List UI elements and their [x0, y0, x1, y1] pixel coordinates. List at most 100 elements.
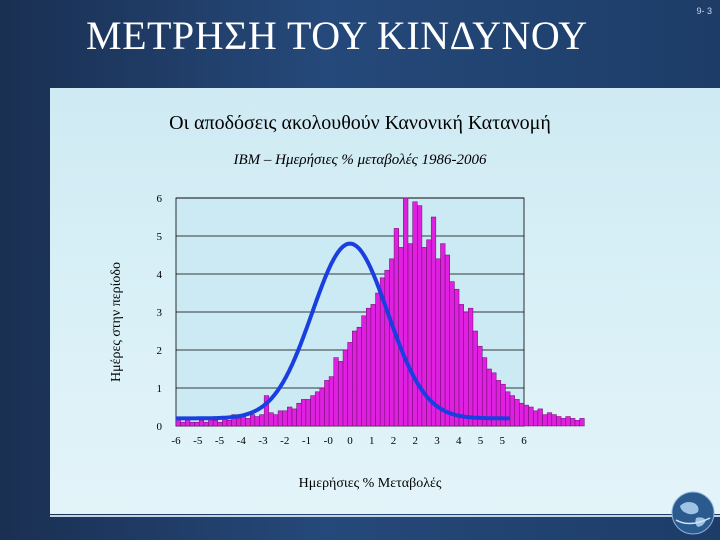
histogram-bar	[468, 307, 474, 427]
histogram-bar	[365, 307, 372, 427]
histogram-bar	[542, 414, 548, 427]
histogram-bar	[546, 412, 553, 427]
slide-title: ΜΕΤΡΗΣΗ ΤΟΥ ΚΙΝΔΥΝΟΥ	[86, 13, 588, 58]
histogram-bar	[240, 416, 246, 427]
x-tick-label: -5	[215, 435, 225, 447]
histogram-bar	[463, 311, 469, 427]
histogram-bar	[574, 420, 580, 427]
x-ticks: -6 -5 -5 -4 -3 -2 -1 -0 0 1 2 2 3 4 5 5 6	[171, 435, 527, 447]
histogram-bar	[528, 406, 534, 427]
histogram-bar	[268, 412, 274, 427]
x-tick-label: -1	[302, 435, 311, 447]
histogram-bar	[282, 410, 288, 427]
histogram-bar	[472, 330, 478, 427]
histogram-bar	[481, 357, 488, 427]
x-tick-label: -4	[237, 435, 247, 447]
y-tick-label: 4	[157, 269, 163, 281]
histogram-bar	[375, 292, 381, 427]
histogram-bar	[458, 304, 464, 427]
histogram-bar	[305, 399, 311, 427]
histogram-bar	[537, 408, 543, 427]
histogram-bar	[245, 418, 251, 427]
histogram-bar	[296, 402, 302, 427]
x-tick-label: -6	[171, 435, 181, 447]
histogram-bar	[180, 421, 186, 427]
y-tick-label: 1	[157, 383, 163, 395]
y-tick-label: 6	[157, 193, 163, 205]
histogram-bar	[217, 421, 223, 427]
histogram-bar	[314, 391, 321, 427]
histogram-bar	[263, 395, 270, 427]
histogram-bar	[324, 380, 330, 427]
histogram-bar	[570, 418, 576, 427]
histogram-bar	[551, 414, 557, 427]
x-tick-label: -2	[280, 435, 289, 447]
histogram-bar	[505, 391, 511, 427]
histogram-bar	[398, 247, 404, 427]
y-ticks: 0 1 2 3 4 5 6	[157, 193, 163, 433]
histogram-bar	[449, 281, 455, 427]
histogram-bar	[361, 315, 367, 427]
histogram-bar	[277, 410, 283, 427]
histogram-bar	[440, 243, 446, 427]
histogram-bar	[203, 421, 209, 427]
histogram-bar	[454, 288, 460, 427]
histogram-bar	[403, 197, 409, 427]
histogram-bar	[254, 416, 260, 427]
x-tick-label: 4	[456, 435, 462, 447]
histogram-bar	[342, 349, 348, 427]
histogram-bar	[560, 418, 567, 427]
histogram-bar	[565, 416, 571, 427]
histogram-bar	[407, 243, 413, 427]
x-axis-label: Ημερήσιες % Μεταβολές	[298, 476, 442, 491]
x-tick-label: 1	[369, 435, 375, 447]
histogram-bar	[421, 247, 427, 427]
histogram-bar	[430, 216, 437, 427]
histogram-bar	[194, 421, 200, 427]
histogram-bar	[287, 406, 293, 427]
histogram-bar	[212, 420, 219, 427]
histogram-bar	[519, 402, 525, 427]
histogram-bar	[189, 421, 195, 427]
histogram-bar	[347, 342, 353, 427]
x-tick-label: 2	[413, 435, 419, 447]
histogram-bar	[579, 418, 585, 427]
bars	[175, 197, 585, 427]
globe-logo-icon	[671, 491, 715, 535]
x-tick-label: 6	[521, 435, 527, 447]
histogram-bar	[370, 304, 376, 427]
x-tick-label: -5	[193, 435, 203, 447]
x-tick-label: -3	[258, 435, 268, 447]
histogram-bar	[389, 258, 395, 427]
histogram-bar	[328, 376, 335, 427]
bottom-divider	[50, 515, 720, 517]
x-tick-label: 3	[434, 435, 440, 447]
histogram-bar	[236, 418, 242, 427]
histogram-bar	[338, 361, 344, 427]
x-tick-label: -0	[324, 435, 334, 447]
histogram-bar	[226, 420, 232, 427]
y-tick-label: 3	[157, 307, 163, 319]
histogram-bar	[319, 387, 325, 427]
histogram-bar	[291, 408, 297, 427]
histogram-bar	[384, 269, 390, 427]
x-tick-label: 2	[391, 435, 397, 447]
histogram-bar	[412, 201, 418, 427]
histogram-bar	[444, 254, 451, 427]
y-tick-label: 2	[157, 345, 163, 357]
histogram-bar	[273, 414, 279, 427]
histogram-bar	[356, 326, 362, 427]
normal-curve-line	[175, 241, 510, 421]
histogram-bar	[352, 330, 358, 427]
histogram-bar	[435, 258, 441, 427]
histogram-bar	[417, 205, 423, 427]
chart-title: IBM – Ημερήσιες % μεταβολές 1986-2006	[233, 152, 487, 168]
normal-curve	[175, 241, 510, 421]
slide-number: 9- 3	[696, 6, 712, 16]
histogram-bar	[249, 414, 256, 427]
slide-subtitle: Οι αποδόσεις ακολουθούν Κανονική Κατανομ…	[169, 112, 551, 134]
y-tick-label: 5	[157, 231, 163, 243]
x-tick-label: 0	[347, 435, 353, 447]
histogram-bar	[533, 410, 539, 427]
